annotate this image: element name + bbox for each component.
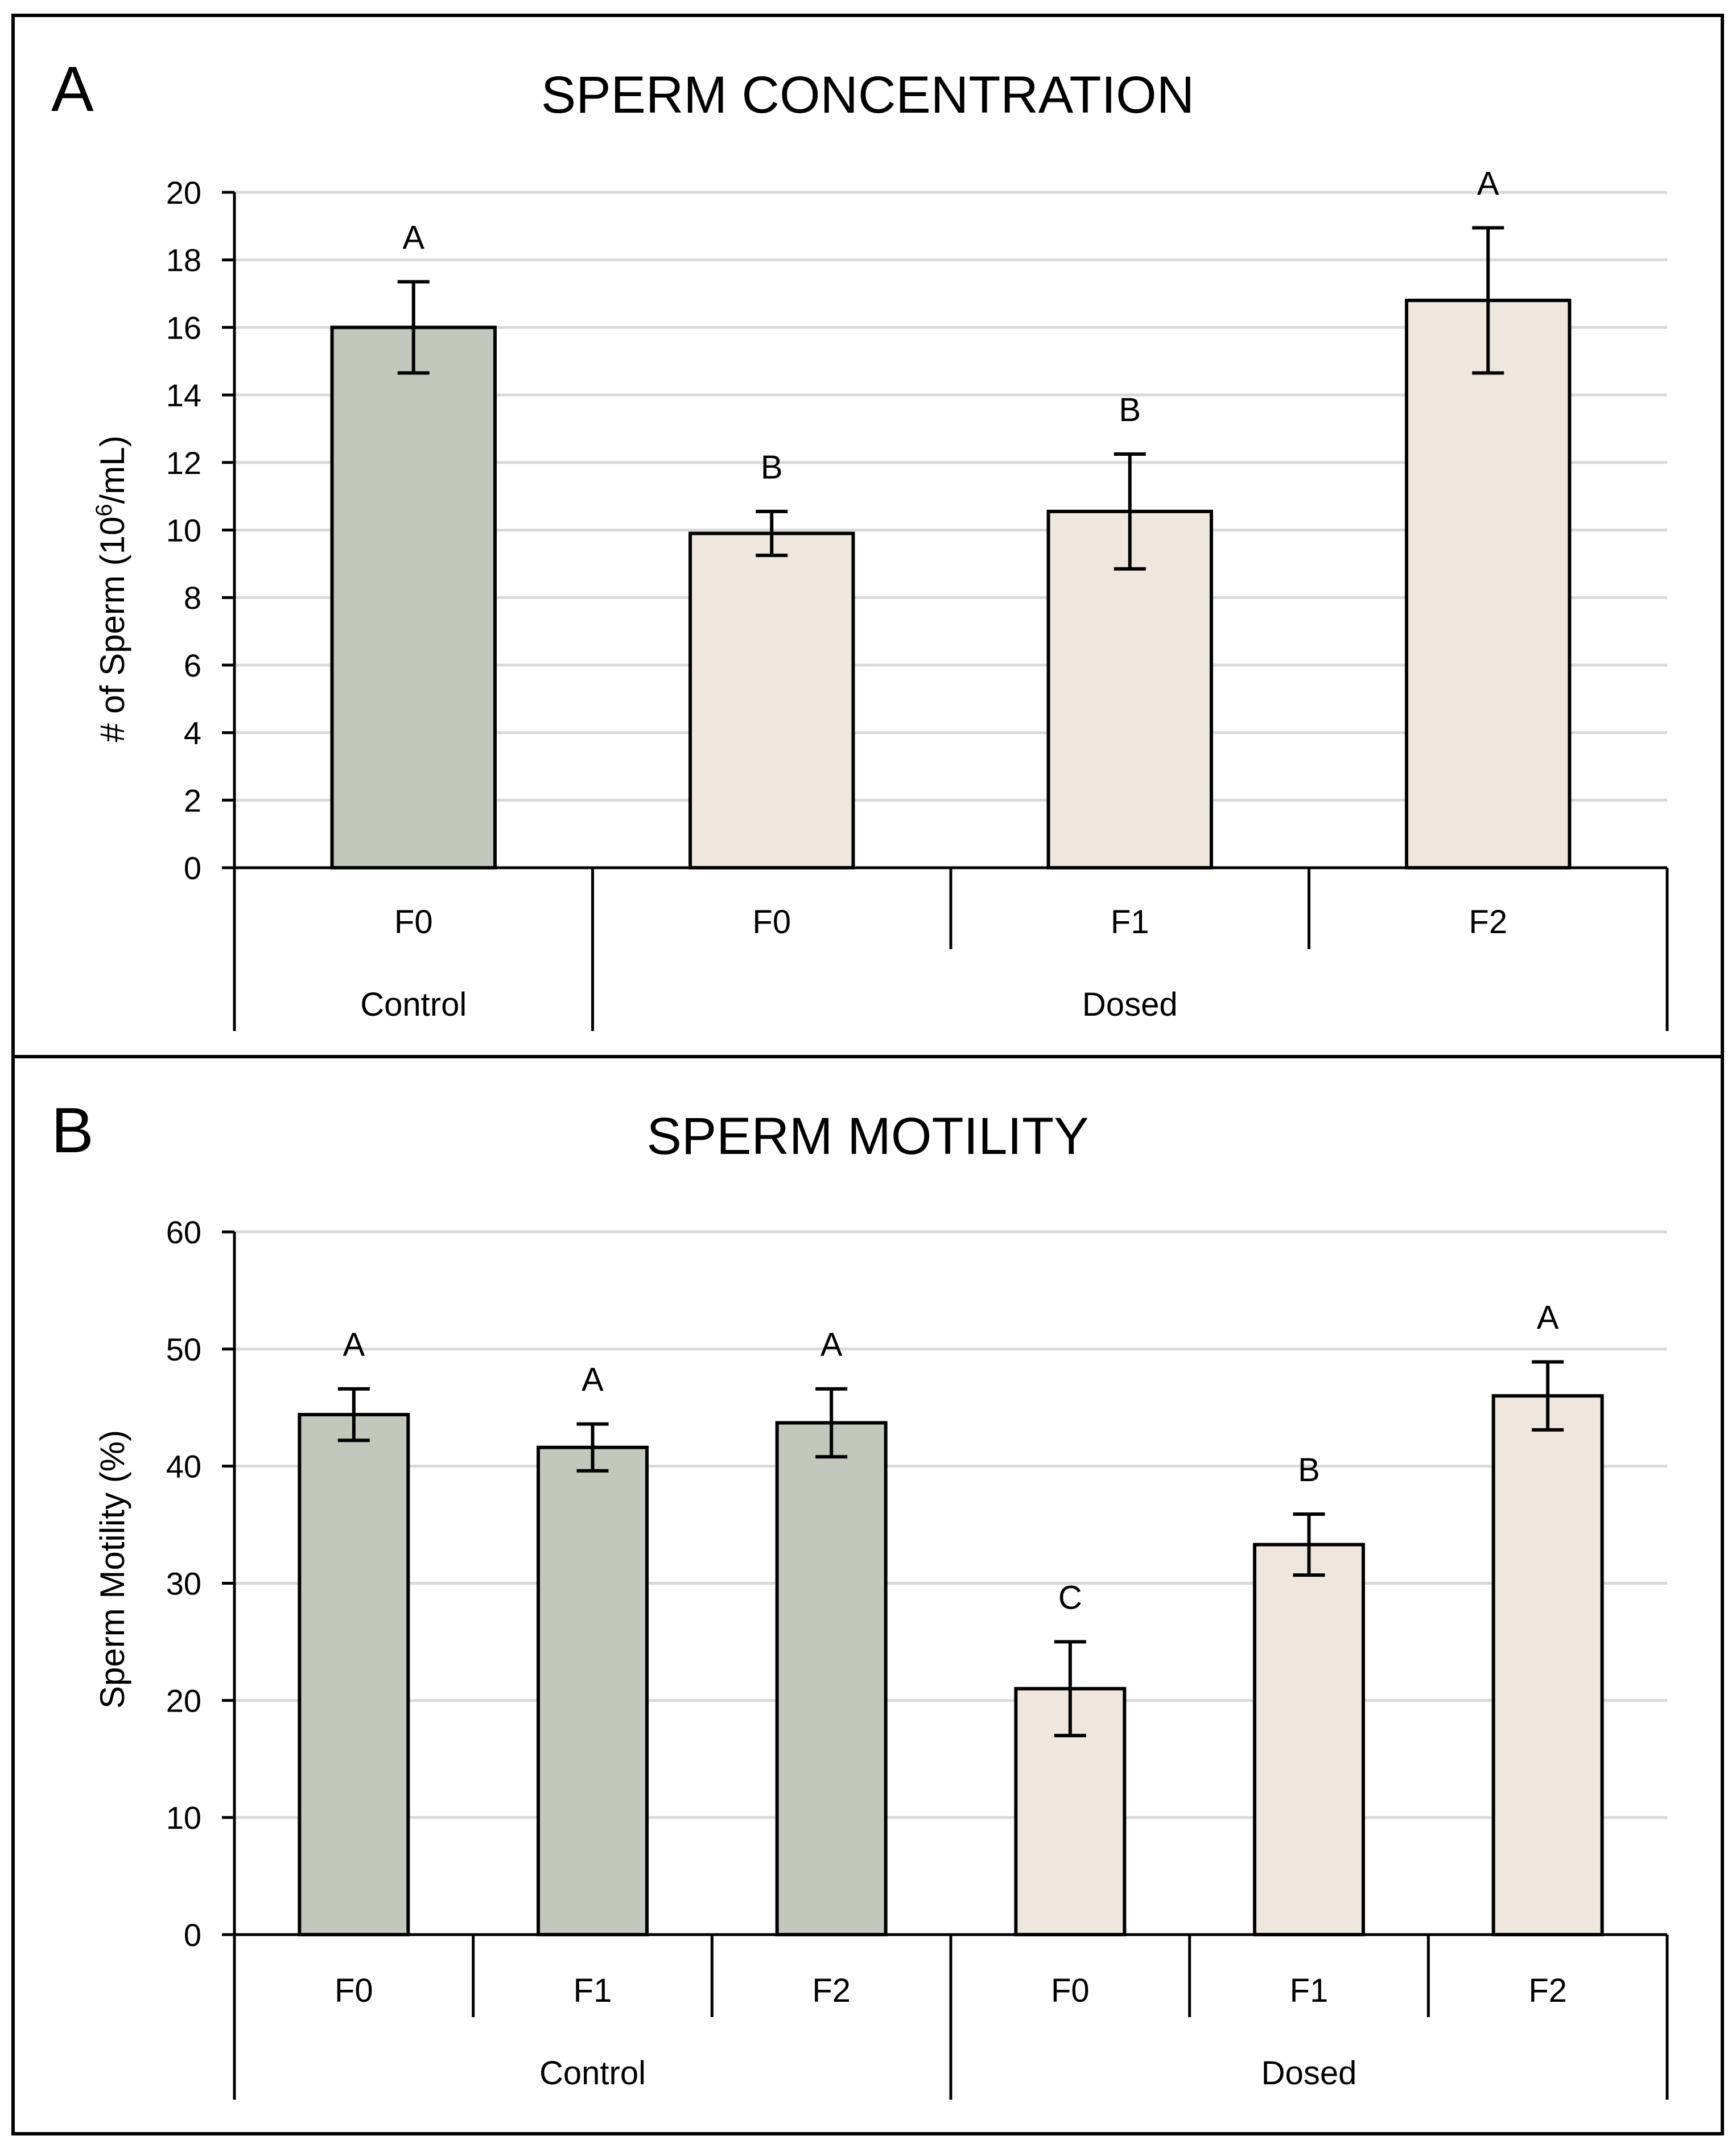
panel-a-significance-letter: A — [402, 219, 424, 256]
panel-b-category-label: F0 — [335, 1972, 373, 2009]
panel-b-ylabel: Sperm Motility (%) — [93, 1430, 131, 1709]
panel-b-category-label: F2 — [1528, 1972, 1567, 2009]
panel-b-bar — [1491, 1394, 1604, 1937]
panel-b-significance-letter: A — [820, 1326, 843, 1363]
panel-a-group-label: Dosed — [1082, 986, 1178, 1023]
panel-a-bar — [1405, 298, 1572, 869]
panel-a-ytick-label: 4 — [184, 715, 201, 751]
panel-a-category-label: F2 — [1469, 904, 1507, 941]
panel-b-bar — [537, 1445, 649, 1937]
panel-b-ytick-label: 0 — [184, 1917, 201, 1953]
panel-b-category-label: F0 — [1051, 1972, 1090, 2009]
panel-a-ytick-label: 16 — [166, 310, 201, 345]
panel-b-frame — [11, 1055, 1724, 2135]
panel-b-significance-letter: A — [1537, 1299, 1559, 1336]
panel-b-significance-letter: A — [343, 1326, 365, 1363]
panel-a-ytick-label: 2 — [184, 782, 201, 818]
panel-b-bar — [775, 1421, 888, 1936]
panel-a-category-label: F0 — [752, 904, 791, 941]
panel-b-plot: 0 10 20 30 40 50 60 A F0 A F1 A F2 C F0 B F1 A F2 Control Do… — [166, 1214, 1669, 2100]
panel-a-ytick-label: 0 — [184, 850, 201, 886]
panel-b-ytick-label: 40 — [166, 1449, 201, 1485]
panel-b-category-label: F2 — [812, 1972, 851, 2009]
panel-b-bar — [298, 1413, 410, 1937]
panel-a-label: A — [51, 53, 94, 125]
panel-a-category-label: F1 — [1111, 904, 1149, 941]
panel-a-significance-letter: B — [761, 449, 783, 486]
panel-b-ytick-label: 30 — [166, 1566, 201, 1602]
panel-a-ylabel-sup: 6 — [92, 504, 117, 516]
panel-a-ylabel-main: # of Sperm (10 — [93, 517, 131, 743]
panel-b-bar — [1253, 1543, 1365, 1936]
panel-a-ytick-label: 14 — [166, 377, 201, 413]
panel-a-ytick-label: 6 — [184, 648, 201, 683]
panel-a-category-label: F0 — [394, 904, 433, 941]
panel-b-group-label: Dosed — [1261, 2055, 1357, 2092]
panel-a-ytick-label: 18 — [166, 242, 201, 278]
panel-a-group-label: Control — [360, 986, 467, 1023]
panel-b-category-label: F1 — [574, 1972, 612, 2009]
panel-b-ytick-label: 50 — [166, 1331, 201, 1367]
panel-b-ytick-label: 60 — [166, 1214, 201, 1250]
panel-a-ylabel-end: /mL) — [93, 435, 131, 504]
panel-b-significance-letter: C — [1058, 1579, 1082, 1616]
panel-b-title: SPERM MOTILITY — [647, 1107, 1089, 1165]
panel-a-ylabel: # of Sperm (106/mL) — [92, 435, 131, 742]
panel-a-title: SPERM CONCENTRATION — [541, 66, 1194, 124]
panel-a-significance-letter: A — [1477, 165, 1499, 202]
panel-b-group-label: Control — [539, 2055, 646, 2092]
panel-a-ytick-label: 8 — [184, 580, 201, 616]
panel-a-ytick-label: 10 — [166, 513, 201, 549]
panel-b-category-label: F1 — [1290, 1972, 1329, 2009]
panel-b-significance-letter: B — [1298, 1452, 1320, 1489]
panel-b-label: B — [51, 1095, 94, 1166]
panel-b-significance-letter: A — [582, 1362, 604, 1399]
panel-b-ytick-label: 20 — [166, 1683, 201, 1718]
panel-a-bar — [330, 325, 497, 869]
panel-b-ytick-label: 10 — [166, 1800, 201, 1836]
panel-a-ytick-label: 12 — [166, 445, 201, 481]
panel-a-plot: 0 2 4 6 8 10 12 14 16 18 20 A F0 B F0 B F1 A F2 Control Dose… — [166, 165, 1669, 1031]
panel-a-significance-letter: B — [1119, 391, 1141, 428]
panel-a-bar — [688, 531, 855, 869]
panel-a-ytick-label: 20 — [166, 175, 201, 211]
